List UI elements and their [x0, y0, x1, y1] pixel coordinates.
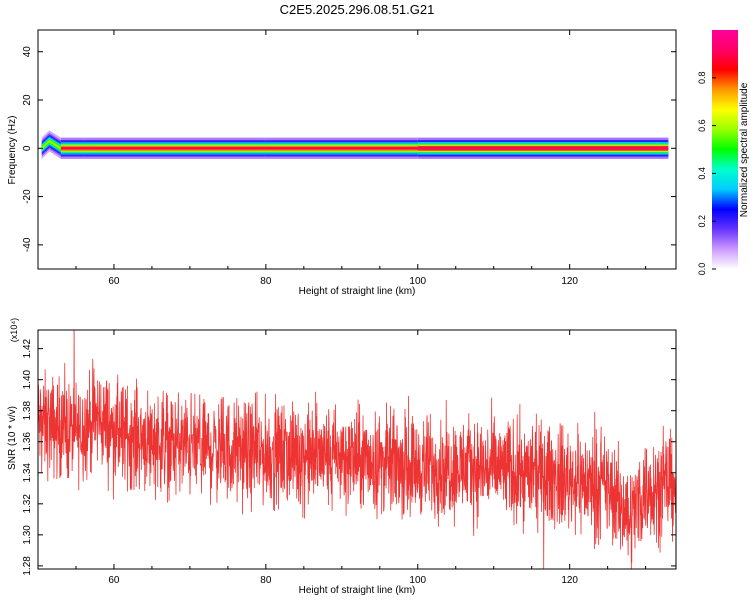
snr-ytick-label: 1.40	[22, 369, 33, 389]
spectrogram-heatmap	[41, 130, 669, 159]
colorbar-tick-label: 0.2	[697, 215, 707, 228]
snr-ylabel: SNR (10 * v/v)	[7, 406, 18, 470]
spectrogram-band-6-0	[41, 139, 50, 150]
spectrogram-band-6-5	[417, 147, 669, 150]
colorbar-tick-label: 0.4	[697, 167, 707, 180]
colorbar-label: Normalized spectral amplitude	[739, 82, 750, 217]
spectrogram-axes: 60 80 100 120 -40 -20 0 20 40	[22, 30, 676, 287]
snr-ytick-label: 1.36	[22, 432, 33, 452]
snr-ytick-label: 1.30	[22, 525, 33, 545]
figure-title: C2E5.2025.296.08.51.G21	[280, 2, 435, 17]
spectrogram-ytick-label: -40	[22, 237, 33, 252]
spectrogram-xtick-label: 120	[561, 276, 578, 287]
spectrogram-band-6-1	[49, 139, 61, 150]
colorbar-scale	[712, 30, 738, 269]
colorbar-tick-label: 0.8	[697, 72, 707, 85]
spectrogram-xtick-label: 80	[260, 276, 272, 287]
colorbar: 0.0 0.2 0.4 0.6 0.8 Normalized spectral ampl…	[697, 30, 750, 275]
snr-ytick-label: 1.32	[22, 494, 33, 514]
snr-xtick-label: 80	[260, 575, 272, 586]
spectrogram-panel: 60 80 100 120 -40 -20 0 20 40 Height of straight…	[7, 29, 677, 297]
colorbar-ticks: 0.0 0.2 0.4 0.6 0.8	[697, 72, 716, 276]
snr-ytick-label: 1.28	[22, 556, 33, 576]
snr-ytick-label: 1.34	[22, 463, 33, 483]
spectrogram-ytick-label: 40	[22, 46, 33, 58]
spectrogram-band-6-3	[83, 147, 266, 150]
snr-panel: 60 80 100 120 1.28 1.30 1.32 1.34 1.36 1.38 1.40 1.…	[7, 318, 677, 596]
snr-xtick-label: 100	[409, 575, 426, 586]
spectrogram-ytick-label: 0	[22, 145, 33, 151]
snr-multiplier: (x10⁴)	[9, 318, 19, 342]
spectrogram-ytick-label: -20	[22, 189, 33, 204]
spectrogram-band-6-4	[265, 147, 418, 150]
spectrogram-frame	[37, 29, 677, 270]
spectrogram-xtick-label: 60	[108, 276, 120, 287]
spectrogram-xlabel: Height of straight line (km)	[299, 286, 416, 297]
spectrogram-ytick-label: 20	[22, 94, 33, 106]
snr-frame	[37, 329, 677, 570]
snr-xtick-label: 120	[561, 575, 578, 586]
spectrogram-band-6-2	[60, 147, 84, 150]
snr-xtick-label: 60	[108, 575, 120, 586]
snr-ytick-label: 1.38	[22, 401, 33, 421]
snr-series-line	[38, 330, 676, 569]
snr-xlabel: Height of straight line (km)	[299, 585, 416, 596]
colorbar-tick-label: 0.6	[697, 119, 707, 132]
colorbar-tick-label: 0.0	[697, 263, 707, 276]
snr-ytick-label: 1.42	[22, 338, 33, 358]
spectrogram-ylabel: Frequency (Hz)	[7, 116, 18, 185]
spectrogram-xtick-label: 100	[409, 276, 426, 287]
snr-axes: 60 80 100 120 1.28 1.30 1.32 1.34 1.36 1.38 1.40 1.…	[22, 330, 676, 586]
